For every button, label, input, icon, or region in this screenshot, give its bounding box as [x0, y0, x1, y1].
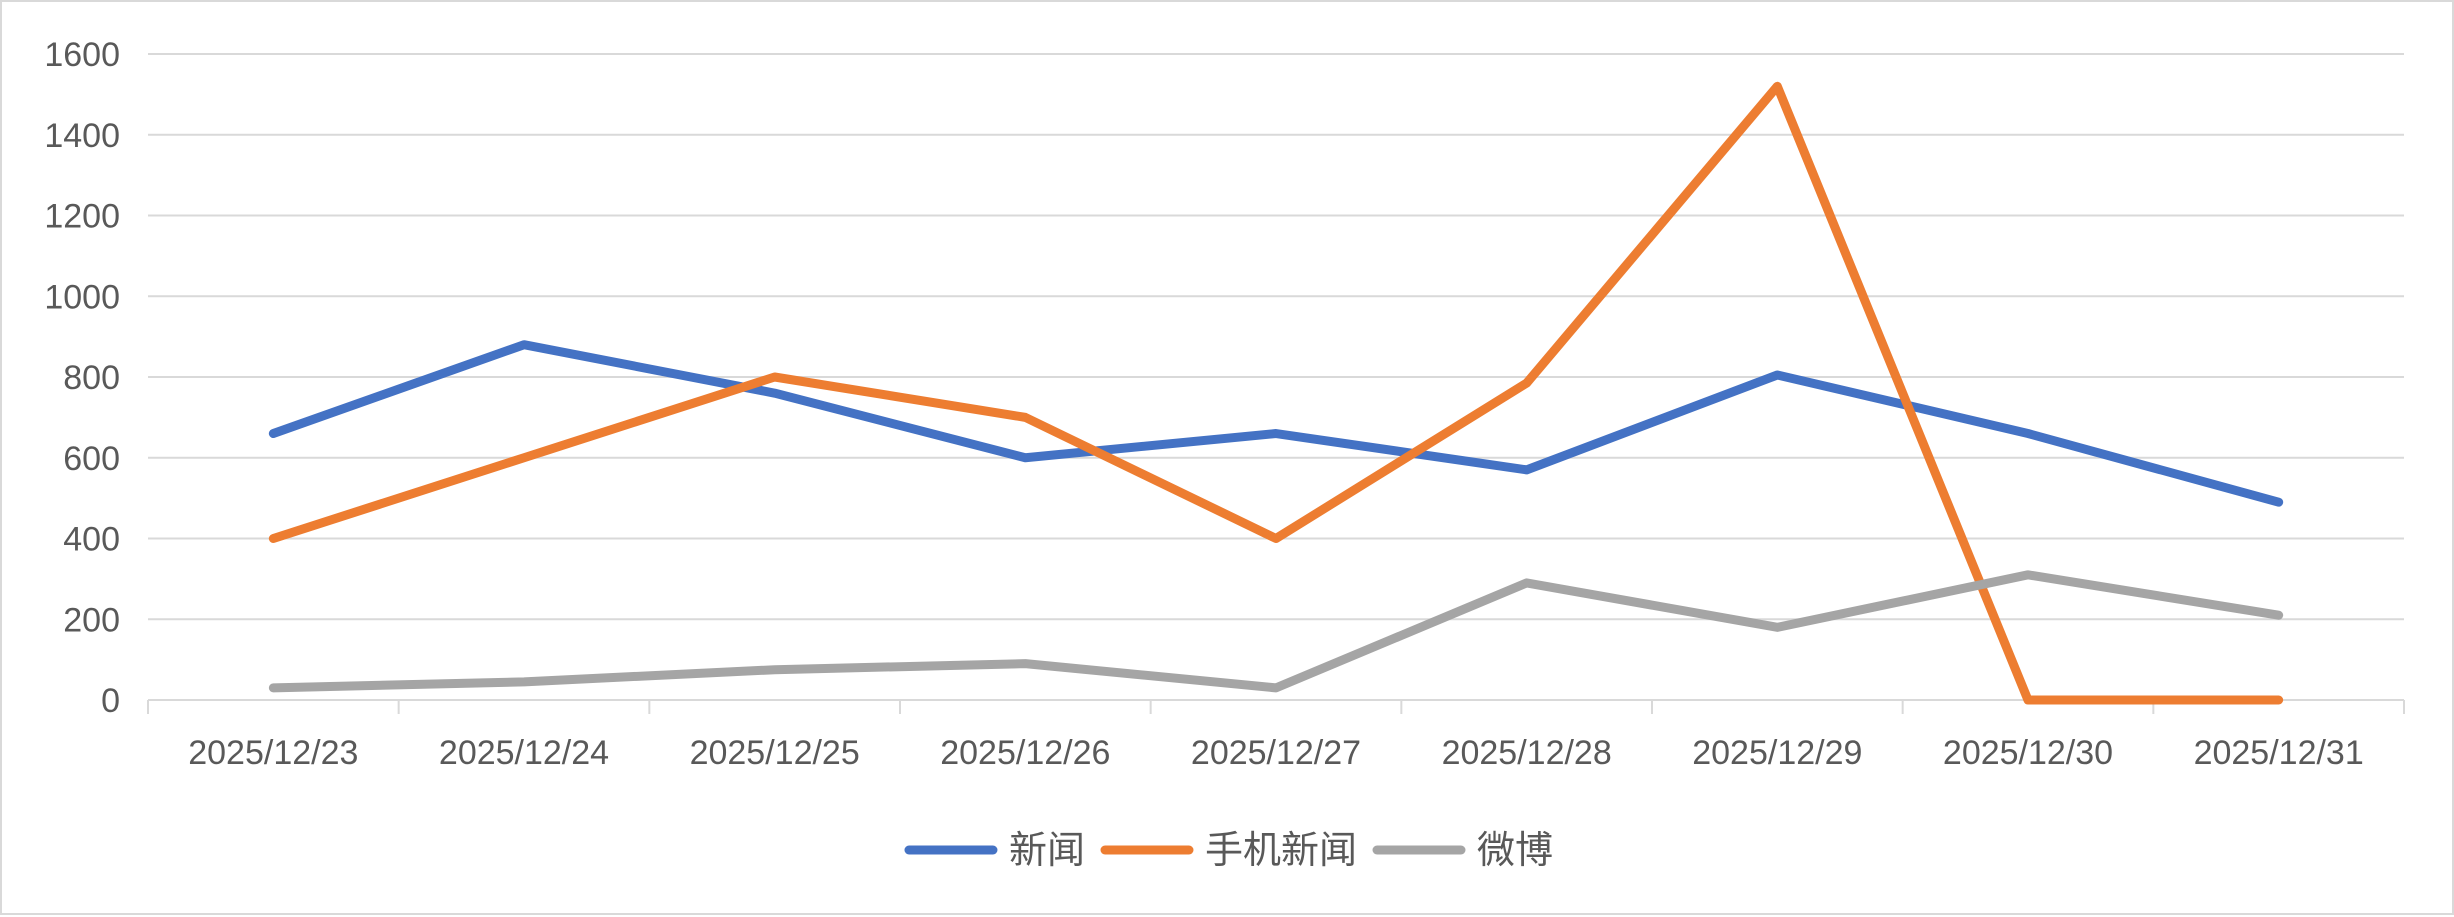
legend-items: 新闻 手机新闻 微博	[909, 828, 1553, 872]
legend-label-3: 微博	[1477, 828, 1553, 872]
series-line-1	[273, 345, 2278, 502]
y-tick-label-1200: 1200	[44, 198, 120, 236]
legend-label-2: 手机新闻	[1205, 828, 1357, 872]
x-tick-label-2025/12/24: 2025/12/24	[439, 734, 609, 772]
y-tick-label-0: 0	[101, 682, 120, 720]
y-tick-label-1000: 1000	[44, 278, 120, 316]
x-tick-label-2025/12/28: 2025/12/28	[1442, 734, 1612, 772]
x-tick-label-2025/12/23: 2025/12/23	[188, 734, 358, 772]
x-tick-label-2025/12/27: 2025/12/27	[1191, 734, 1361, 772]
y-axis-tick-labels: 0 200 400 600 800 1000 1200 1400 1600	[44, 36, 120, 720]
x-tick-label-2025/12/31: 2025/12/31	[2194, 734, 2364, 772]
x-tick-label-2025/12/30: 2025/12/30	[1943, 734, 2113, 772]
y-tick-label-400: 400	[63, 521, 120, 559]
x-tick-label-2025/12/29: 2025/12/29	[1692, 734, 1862, 772]
series-line-2	[273, 86, 2278, 700]
x-axis-tick-labels: 2025/12/23 2025/12/24 2025/12/25 2025/12/26…	[188, 734, 2364, 772]
series-lines	[273, 86, 2279, 700]
y-tick-label-800: 800	[63, 359, 120, 397]
legend: 新闻 手机新闻 微博	[909, 828, 1553, 872]
y-tick-label-1600: 1600	[44, 36, 120, 74]
x-tick-label-2025/12/26: 2025/12/26	[940, 734, 1110, 772]
y-tick-label-200: 200	[63, 601, 120, 639]
x-tick-label-2025/12/25: 2025/12/25	[690, 734, 860, 772]
y-tick-label-600: 600	[63, 440, 120, 478]
series-line-3	[273, 575, 2278, 688]
y-tick-label-1400: 1400	[44, 117, 120, 155]
legend-label-1: 新闻	[1009, 828, 1085, 872]
